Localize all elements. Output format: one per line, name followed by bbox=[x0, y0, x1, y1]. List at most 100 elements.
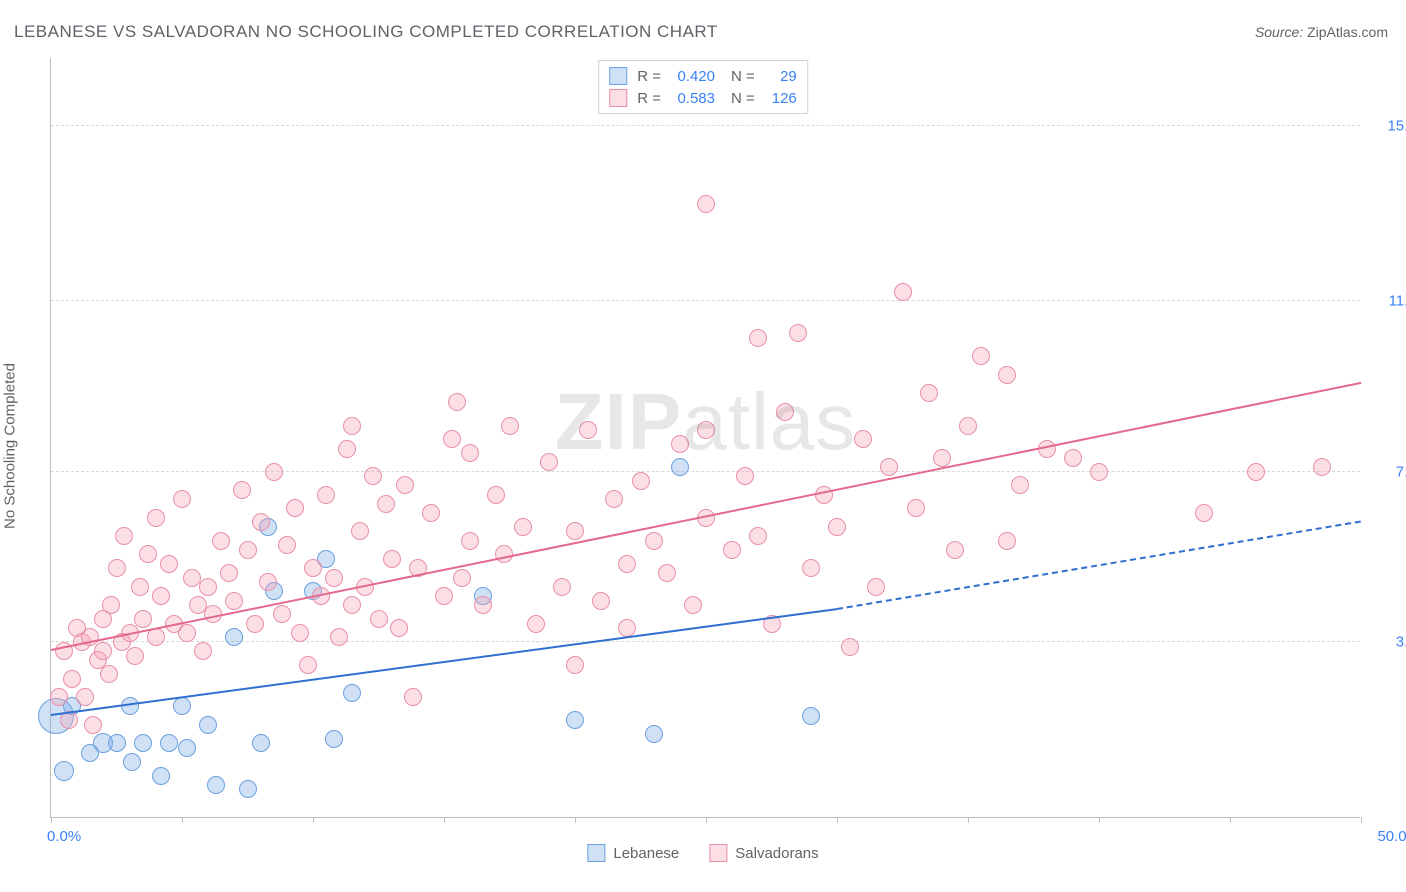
data-point bbox=[998, 532, 1016, 550]
data-point bbox=[76, 688, 94, 706]
data-point bbox=[404, 688, 422, 706]
data-point bbox=[152, 767, 170, 785]
data-point bbox=[749, 527, 767, 545]
data-point bbox=[894, 283, 912, 301]
data-point bbox=[160, 734, 178, 752]
data-point bbox=[566, 522, 584, 540]
data-point bbox=[933, 449, 951, 467]
legend-r-value: 0.583 bbox=[667, 90, 715, 107]
data-point bbox=[658, 564, 676, 582]
y-axis-title: No Schooling Completed bbox=[2, 363, 19, 529]
data-point bbox=[998, 366, 1016, 384]
gridline bbox=[51, 125, 1360, 126]
legend-swatch bbox=[609, 67, 627, 85]
series-name: Salvadorans bbox=[735, 845, 818, 862]
data-point bbox=[736, 467, 754, 485]
data-point bbox=[1195, 504, 1213, 522]
data-point bbox=[377, 495, 395, 513]
data-point bbox=[383, 550, 401, 568]
data-point bbox=[579, 421, 597, 439]
data-point bbox=[54, 761, 74, 781]
data-point bbox=[278, 536, 296, 554]
y-tick-label: 11.2% bbox=[1370, 293, 1406, 310]
x-axis-label: 50.0% bbox=[1360, 828, 1406, 845]
data-point bbox=[841, 638, 859, 656]
data-point bbox=[84, 716, 102, 734]
gridline bbox=[51, 300, 1360, 301]
legend-r-label: R = bbox=[637, 90, 661, 107]
x-tick bbox=[575, 817, 576, 823]
data-point bbox=[880, 458, 898, 476]
data-point bbox=[867, 578, 885, 596]
data-point bbox=[959, 417, 977, 435]
data-point bbox=[1064, 449, 1082, 467]
data-point bbox=[199, 716, 217, 734]
legend-n-value: 29 bbox=[761, 68, 797, 85]
data-point bbox=[1247, 463, 1265, 481]
data-point bbox=[160, 555, 178, 573]
data-point bbox=[1313, 458, 1331, 476]
legend-n-label: N = bbox=[731, 90, 755, 107]
data-point bbox=[147, 628, 165, 646]
data-point bbox=[907, 499, 925, 517]
x-tick bbox=[182, 817, 183, 823]
data-point bbox=[173, 490, 191, 508]
data-point bbox=[299, 656, 317, 674]
data-point bbox=[474, 596, 492, 614]
data-point bbox=[789, 324, 807, 342]
data-point bbox=[618, 555, 636, 573]
series-legend: LebaneseSalvadorans bbox=[587, 844, 818, 862]
data-point bbox=[152, 587, 170, 605]
data-point bbox=[684, 596, 702, 614]
data-point bbox=[422, 504, 440, 522]
data-point bbox=[147, 509, 165, 527]
data-point bbox=[370, 610, 388, 628]
data-point bbox=[487, 486, 505, 504]
data-point bbox=[317, 486, 335, 504]
x-tick bbox=[1230, 817, 1231, 823]
data-point bbox=[330, 628, 348, 646]
data-point bbox=[100, 665, 118, 683]
data-point bbox=[212, 532, 230, 550]
data-point bbox=[802, 707, 820, 725]
data-point bbox=[435, 587, 453, 605]
data-point bbox=[343, 684, 361, 702]
data-point bbox=[723, 541, 741, 559]
data-point bbox=[123, 753, 141, 771]
data-point bbox=[553, 578, 571, 596]
legend-row: R =0.420N =29 bbox=[609, 65, 797, 87]
data-point bbox=[972, 347, 990, 365]
data-point bbox=[63, 670, 81, 688]
data-point bbox=[252, 513, 270, 531]
data-point bbox=[671, 458, 689, 476]
data-point bbox=[239, 541, 257, 559]
data-point bbox=[325, 569, 343, 587]
data-point bbox=[632, 472, 650, 490]
data-point bbox=[461, 444, 479, 462]
x-tick bbox=[51, 817, 52, 823]
data-point bbox=[566, 656, 584, 674]
x-tick bbox=[837, 817, 838, 823]
x-tick bbox=[968, 817, 969, 823]
data-point bbox=[233, 481, 251, 499]
gridline bbox=[51, 641, 1360, 642]
source-name: ZipAtlas.com bbox=[1307, 24, 1388, 40]
source-attribution: Source: ZipAtlas.com bbox=[1255, 24, 1388, 40]
data-point bbox=[239, 780, 257, 798]
data-point bbox=[645, 532, 663, 550]
legend-r-label: R = bbox=[637, 68, 661, 85]
data-point bbox=[443, 430, 461, 448]
data-point bbox=[364, 467, 382, 485]
data-point bbox=[1090, 463, 1108, 481]
gridline bbox=[51, 471, 1360, 472]
data-point bbox=[225, 628, 243, 646]
x-tick bbox=[706, 817, 707, 823]
data-point bbox=[286, 499, 304, 517]
data-point bbox=[946, 541, 964, 559]
data-point bbox=[343, 417, 361, 435]
data-point bbox=[776, 403, 794, 421]
data-point bbox=[115, 527, 133, 545]
chart-title: LEBANESE VS SALVADORAN NO SCHOOLING COMP… bbox=[14, 22, 718, 42]
data-point bbox=[338, 440, 356, 458]
data-point bbox=[102, 596, 120, 614]
